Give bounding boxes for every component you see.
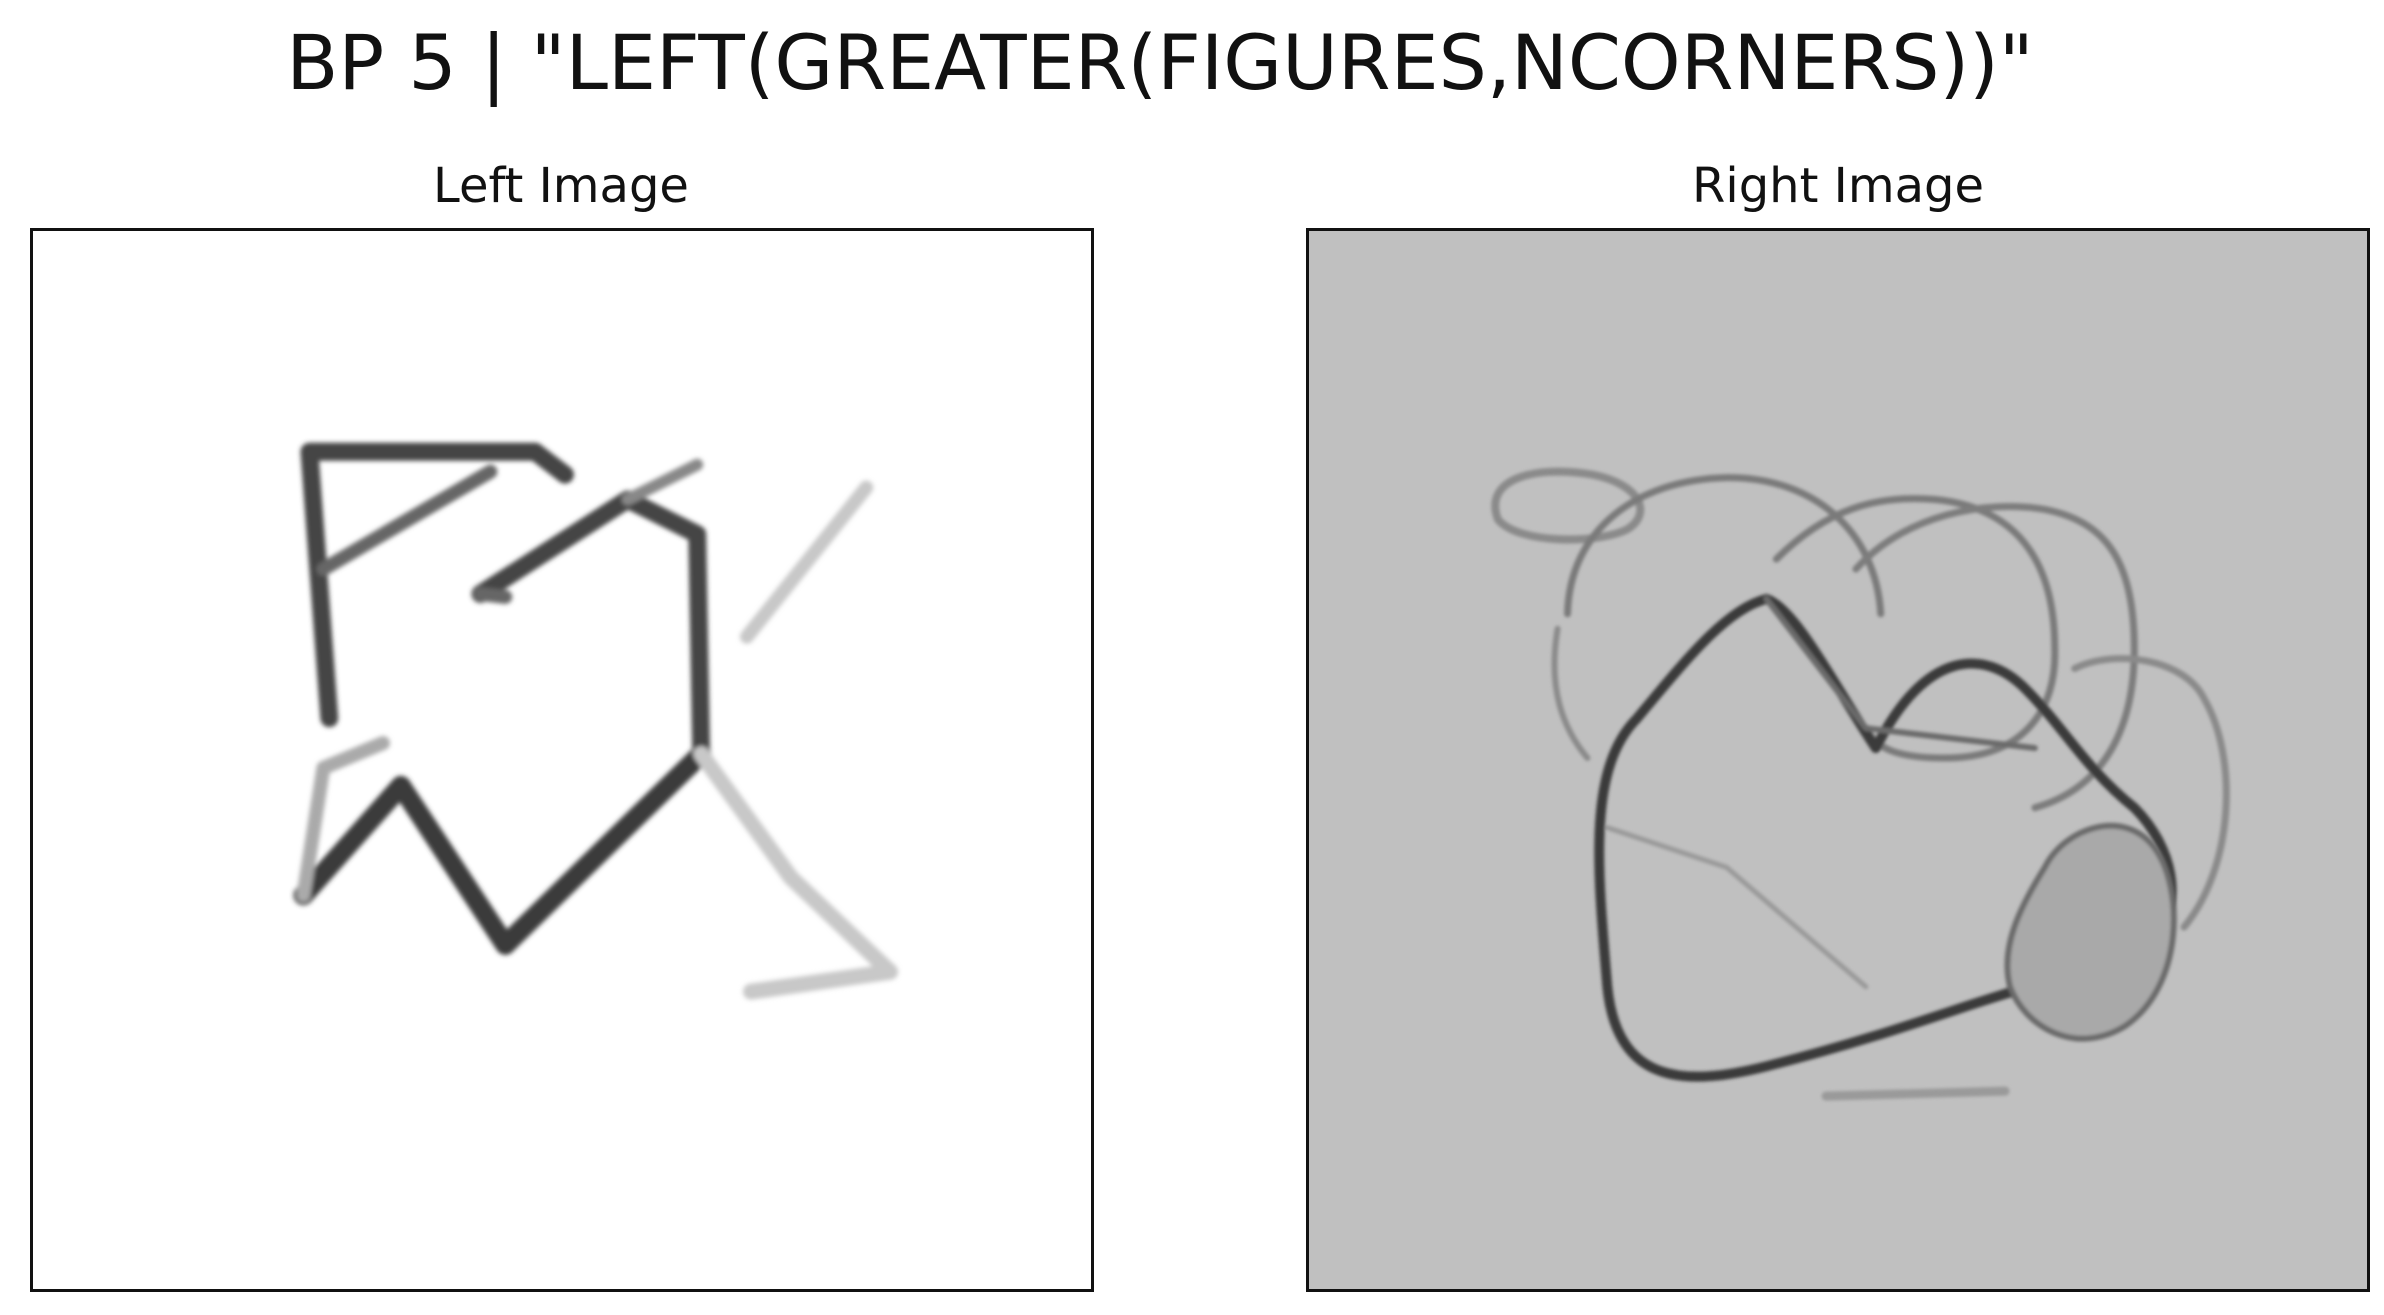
stroke-circle-a xyxy=(1564,474,1885,618)
right-image-panel xyxy=(1306,228,2370,1292)
left-image-title: Left Image xyxy=(433,158,689,214)
stroke-lower-zigzag xyxy=(293,744,712,955)
stroke-circle-a-side xyxy=(1551,625,1591,761)
stroke-lower-right-faint xyxy=(693,746,899,1000)
figure-title: BP 5 | "LEFT(GREATER(FIGURES,NCORNERS))" xyxy=(286,18,2034,107)
stroke-top-right-tick xyxy=(621,458,704,506)
stroke-upper-left-diagonal xyxy=(316,464,498,577)
stroke-center-arrow-wing xyxy=(473,586,513,604)
stroke-lower-left-faint xyxy=(296,736,390,903)
stroke-center-arrow xyxy=(471,490,711,763)
stroke-inner-lines xyxy=(1763,595,2038,752)
right-background xyxy=(1309,231,2367,1289)
stroke-inner-faint-lines xyxy=(1604,825,1869,990)
stroke-circle-d xyxy=(2071,655,2230,931)
shaded-teardrop xyxy=(2004,822,2177,1042)
stroke-upper-left-figure xyxy=(300,442,574,728)
stroke-circle-b xyxy=(1772,495,2059,762)
right-image-canvas xyxy=(1309,231,2367,1289)
left-image-panel xyxy=(30,228,1094,1292)
left-image-canvas xyxy=(293,442,899,1000)
right-image-title: Right Image xyxy=(1692,158,1984,214)
stroke-faint-slash xyxy=(739,480,874,644)
stroke-circle-c xyxy=(1852,503,2138,812)
stroke-bottom-line xyxy=(1821,1086,2010,1101)
